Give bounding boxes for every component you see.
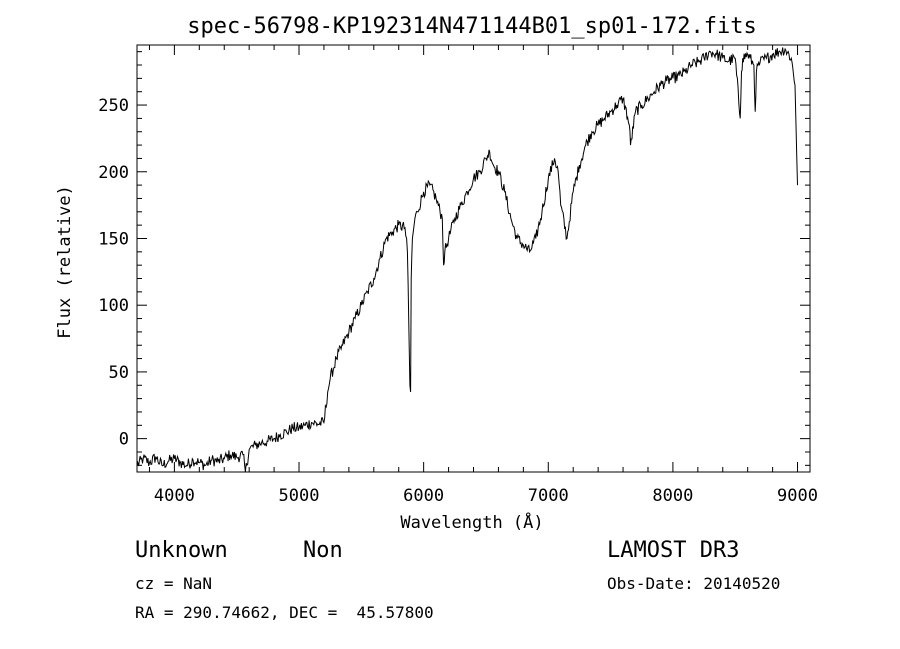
y-axis-label: Flux (relative) <box>55 185 75 339</box>
x-axis-label: Wavelength (Å) <box>400 511 543 533</box>
y-tick-label-200: 200 <box>98 163 129 183</box>
y-tick-label-150: 150 <box>98 229 129 249</box>
plot-frame <box>136 44 811 473</box>
y-tick-label-100: 100 <box>98 296 129 316</box>
redshift-cz: cz = NaN <box>135 574 213 593</box>
x-tick-label-8000: 8000 <box>652 486 693 506</box>
survey-name: LAMOST DR3 <box>607 538 740 563</box>
coordinates: RA = 290.74662, DEC = 45.57800 <box>135 603 434 622</box>
x-tick-label-9000: 9000 <box>777 486 818 506</box>
y-tick-label-0: 0 <box>119 430 129 450</box>
object-type: Unknown <box>135 538 228 563</box>
axis-tick-labels: 4000 5000 6000 7000 8000 9000 0 50 100 150 200 250 <box>98 96 818 506</box>
object-class: Non <box>303 538 343 563</box>
x-tick-label-6000: 6000 <box>403 486 444 506</box>
obs-date: Obs-Date: 20140520 <box>607 574 781 593</box>
chart-title: spec-56798-KP192314N471144B01_sp01-172.f… <box>187 14 757 39</box>
axis-ticks <box>137 45 810 472</box>
x-tick-label-5000: 5000 <box>279 486 320 506</box>
y-tick-label-50: 50 <box>109 363 129 383</box>
spectrum-line <box>136 47 798 473</box>
y-tick-label-250: 250 <box>98 96 129 116</box>
x-tick-label-7000: 7000 <box>528 486 569 506</box>
x-tick-label-4000: 4000 <box>154 486 195 506</box>
